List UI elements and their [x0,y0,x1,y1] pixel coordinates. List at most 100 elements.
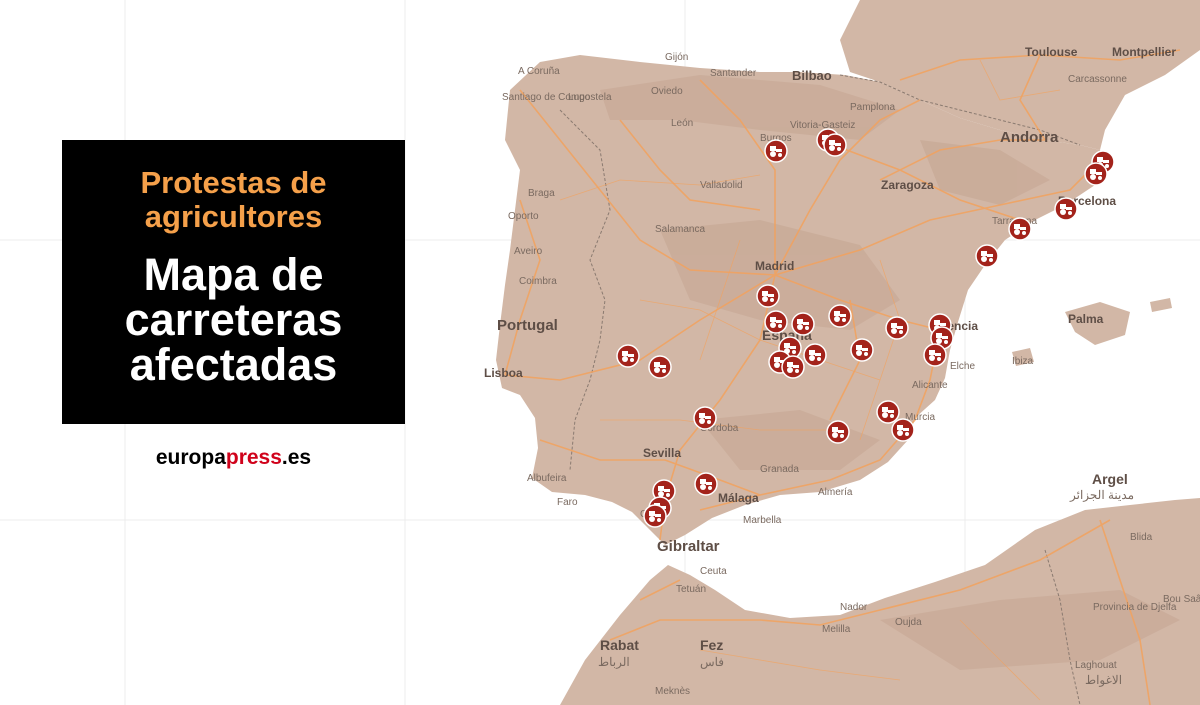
place-label: Murcia [905,412,935,423]
place-label: Laghouat [1075,660,1117,671]
protest-marker[interactable] [693,406,717,430]
place-label: Zaragoza [881,178,934,192]
place-label: Oporto [508,211,539,222]
place-label: Valladolid [700,180,743,191]
protest-marker[interactable] [826,420,850,444]
tractor-icon [891,323,903,334]
protest-marker[interactable] [885,316,909,340]
protest-marker[interactable] [764,310,788,334]
place-label: Pamplona [850,102,895,113]
protest-marker[interactable] [876,400,900,424]
protest-marker[interactable] [975,244,999,268]
place-label: Provincia de Djelfa [1093,602,1177,613]
borders [559,74,1081,705]
place-label: Melilla [822,624,851,635]
protest-marker[interactable] [781,355,805,379]
place-label: Elche [950,361,975,372]
subtitle: Protestas de agricultores [140,165,327,234]
protest-marker[interactable] [1054,197,1078,221]
tractor-icon [787,362,799,373]
place-label: Aveiro [514,246,543,257]
tractor-icon [897,425,909,436]
place-label: León [671,118,693,129]
place-label: Sevilla [643,446,681,460]
place-label: Gibraltar [657,538,720,555]
tractor-icon [936,333,948,344]
protest-marker[interactable] [823,133,847,157]
tractor-icon [699,413,711,424]
tractor-icon [829,140,841,151]
place-label: Blida [1130,532,1153,543]
protest-markers [616,128,1115,528]
place-label: Alicante [912,380,948,391]
place-label: Argel [1092,471,1128,487]
protest-marker[interactable] [791,312,815,336]
brand-part-3: .es [281,446,312,469]
protest-marker[interactable] [1084,162,1108,186]
protest-marker[interactable] [756,284,780,308]
tractor-icon [834,311,846,322]
brand-part-1: europa [155,446,226,469]
place-label: Vitoria-Gasteiz [790,120,855,131]
land-mallorca [1065,302,1130,345]
place-label: Bilbao [792,68,832,83]
tractor-icon [929,350,941,361]
place-label: Andorra [1000,129,1059,146]
place-label: Lisboa [484,366,523,380]
land-ibiza [1012,348,1034,366]
protest-marker[interactable] [616,344,640,368]
place-label: Ibiza [1012,356,1034,367]
place-label: Granada [760,464,799,475]
place-label: Palma [1068,312,1104,326]
place-label: Gijón [665,52,688,63]
title-box: Protestas de agricultores Mapa de carret… [62,140,405,424]
tractor-icon [856,345,868,356]
protest-marker[interactable] [648,355,672,379]
tractor-icon [1060,204,1072,215]
place-label: Coimbra [519,276,557,287]
tractor-icon [797,319,809,330]
place-label: Braga [528,188,555,199]
protest-marker[interactable] [764,139,788,163]
place-label: Marbella [743,515,782,526]
land-france [840,0,1200,150]
land-menorca [1150,298,1172,312]
tractor-icon [654,362,666,373]
tractor-icon [700,479,712,490]
place-label: Salamanca [655,224,705,235]
tractor-icon [762,291,774,302]
major-place-labels: Portugal Madrid Zaragoza Andorra Barcelo… [484,45,1176,653]
protest-marker[interactable] [891,418,915,442]
brand-part-2: press [225,446,282,469]
place-label: Almería [818,487,853,498]
protest-marker[interactable] [643,504,667,528]
place-label: مدينة الجزائر [1069,488,1134,502]
tractor-icon [649,511,661,522]
arabic-place-labels: مدينة الجزائر الرباط فاس الاغواط [598,488,1134,687]
place-label: Portugal [497,317,558,334]
tractor-icon [981,251,993,262]
place-label: Ceuta [700,566,727,577]
protest-marker[interactable] [694,472,718,496]
brand-logo[interactable]: europapress.es [62,446,405,470]
place-label: Oujda [895,617,922,628]
place-label: Santander [710,68,757,79]
place-label: Montpellier [1112,45,1176,59]
protest-marker[interactable] [803,343,827,367]
protest-marker[interactable] [850,338,874,362]
protest-marker[interactable] [828,304,852,328]
tractor-icon [809,350,821,361]
place-label: Rabat [600,637,639,653]
place-label: Santiago de Compostela [502,92,612,103]
protest-marker[interactable] [1008,217,1032,241]
place-label: Madrid [755,259,794,273]
tractor-icon [1090,169,1102,180]
place-label: الاغواط [1085,673,1122,687]
headline: Mapa de carreteras afectadas [124,249,343,390]
place-label: Carcassonne [1068,74,1127,85]
place-label: Meknès [655,686,690,697]
minor-roads [559,59,1061,701]
protest-marker[interactable] [923,343,947,367]
place-label: Nador [840,602,868,613]
